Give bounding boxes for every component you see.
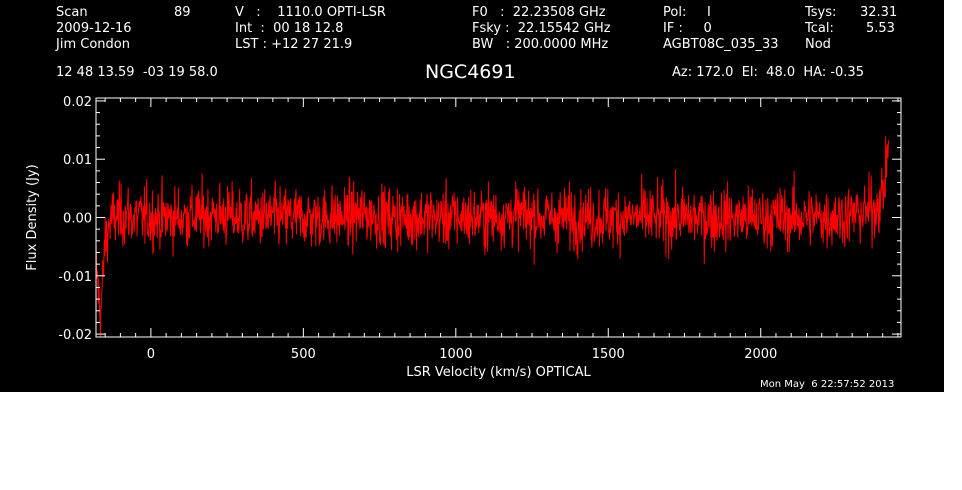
observing-mode: Nod: [805, 37, 831, 52]
tsys-value: 32.31: [860, 5, 898, 20]
polarization: Pol: I: [663, 5, 711, 20]
x-axis-title: LSR Velocity (km/s) OPTICAL: [406, 365, 591, 380]
spectrum-trace-layer: [95, 136, 890, 338]
x-tick-label: 2000: [744, 347, 777, 362]
velocity-readout: V : 1110.0 OPTI-LSR: [235, 5, 386, 20]
x-tick-label: 1500: [592, 347, 625, 362]
x-tick-label: 500: [291, 347, 316, 362]
object-name: NGC4691: [425, 61, 516, 83]
y-tick-label: 0.02: [63, 95, 92, 110]
x-tick-label: 0: [147, 347, 155, 362]
y-tick-label: -0.02: [58, 328, 92, 343]
plot-timestamp: Mon May 6 22:57:52 2013: [760, 379, 895, 390]
y-tick-label: 0.00: [63, 212, 92, 227]
scan-number: 89: [174, 5, 191, 20]
spectrum-chart: 0 500 1000 1500 2000 -0.02 -0.01 0.00 0.01 0.02 L…: [25, 95, 902, 380]
plot-panel: [0, 0, 944, 392]
y-tick-label: -0.01: [58, 270, 92, 285]
bandwidth: BW : 200.0000 MHz: [472, 37, 609, 52]
if-number: IF : 0: [663, 21, 712, 36]
y-axis-title: Flux Density (Jy): [25, 164, 40, 270]
lst-readout: LST : +12 27 21.9: [235, 37, 353, 52]
observer-name: Jim Condon: [56, 37, 130, 52]
x-tick-label: 1000: [439, 347, 472, 362]
spectrum-series-line: [95, 136, 890, 338]
y-tick-label: 0.01: [63, 153, 92, 168]
project-id: AGBT08C_035_33: [663, 37, 779, 52]
sky-frequency: Fsky : 22.15542 GHz: [472, 21, 611, 36]
observation-date: 2009-12-16: [56, 21, 132, 36]
tcal-value: 5.53: [866, 21, 895, 36]
integration-time: Int : 00 18 12.8: [235, 21, 344, 36]
source-coordinates: 12 48 13.59 -03 19 58.0: [56, 65, 218, 80]
tcal-label: Tcal:: [805, 21, 834, 36]
rest-frequency: F0 : 22.23508 GHz: [472, 5, 606, 20]
axes-layer: 0 500 1000 1500 2000 -0.02 -0.01 0.00 0.01 0.02: [58, 95, 901, 362]
tsys-label: Tsys:: [805, 5, 837, 20]
az-el-ha: Az: 172.0 El: 48.0 HA: -0.35: [672, 65, 864, 80]
scan-label: Scan: [56, 5, 88, 20]
